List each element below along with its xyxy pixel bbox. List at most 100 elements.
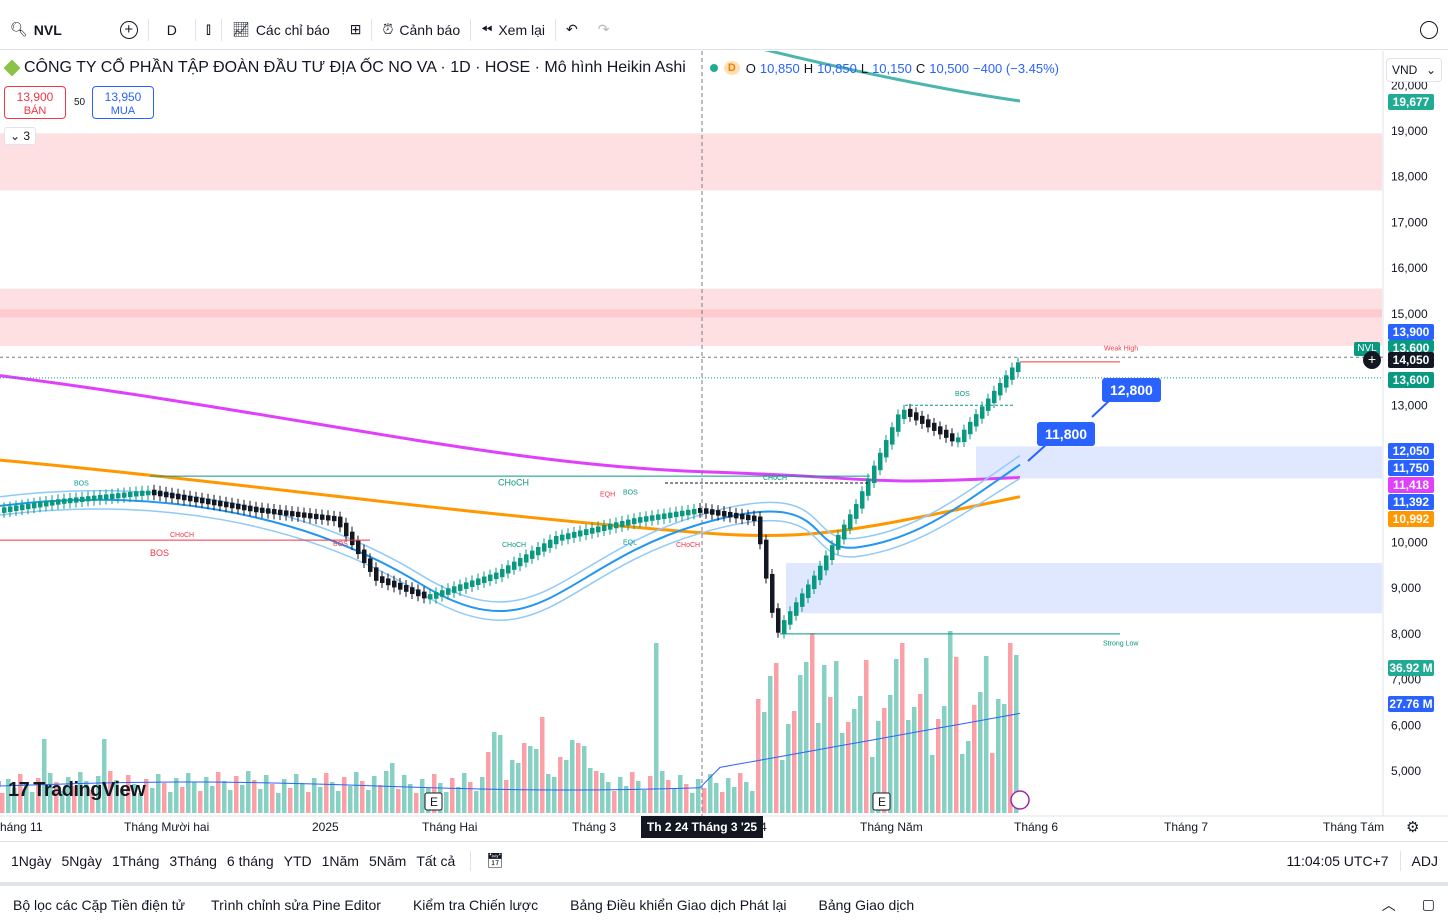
candle-body — [92, 495, 97, 501]
alert-label: Cảnh báo — [399, 21, 461, 38]
volume-bar — [534, 749, 539, 813]
bottom-panel-bar: Bộ lọc các Cặp Tiền điện tử Trình chỉnh … — [0, 882, 1448, 923]
range-1y[interactable]: 1Năm — [321, 852, 359, 869]
volume-bar — [360, 781, 365, 813]
adj-toggle[interactable]: ADJ — [1411, 852, 1438, 869]
candle-body — [8, 506, 13, 512]
tab-pine-editor[interactable]: Trình chỉnh sửa Pine Editor — [211, 896, 381, 913]
candle-body — [602, 525, 607, 531]
range-ytd[interactable]: YTD — [283, 852, 312, 869]
candle-body — [470, 580, 475, 587]
candle-body — [32, 502, 37, 509]
candle-body — [518, 557, 523, 567]
interval-badge: D — [723, 61, 740, 75]
volume-bar — [378, 785, 383, 813]
volume-bar — [66, 777, 71, 813]
volume-label: 36.92 M — [1388, 660, 1434, 676]
chevron-up-icon[interactable]: ︿ — [1381, 896, 1396, 913]
candle-body — [674, 511, 679, 518]
candle-body — [1010, 367, 1015, 380]
price-label-green: 13,600 — [1388, 340, 1434, 352]
volume-bar — [696, 779, 701, 813]
settings-gear-icon[interactable]: ⚙ — [1406, 819, 1420, 836]
range-all[interactable]: Tất cả — [416, 852, 456, 869]
candle-body — [104, 494, 109, 500]
candle-body — [764, 539, 769, 579]
tab-strategy-tester[interactable]: Kiểm tra Chiến lược — [412, 896, 539, 913]
volume-bar — [726, 778, 731, 813]
tab-trading-panel[interactable]: Bảng Giao dịch — [818, 896, 915, 913]
candle-body — [56, 499, 61, 505]
candle-body — [572, 531, 577, 538]
add-alert-icon[interactable]: + — [1363, 351, 1381, 369]
fullscreen-button[interactable] — [1410, 10, 1448, 50]
undo-button[interactable]: ↶ — [556, 10, 588, 50]
volume-bar — [624, 786, 629, 813]
volume-bar — [216, 772, 221, 813]
interval-button[interactable]: D — [149, 10, 195, 50]
candle-body — [866, 478, 871, 496]
candle-body — [746, 514, 751, 521]
candle-body — [584, 529, 589, 536]
tab-replay-trading[interactable]: Bảng Điều khiển Giao dịch Phát lại — [570, 896, 787, 913]
symbol-search[interactable]: 🔍︎ NVL — [0, 10, 72, 50]
sell-button[interactable]: 13,900 BÁN — [4, 86, 66, 119]
range-1d[interactable]: 1Ngày — [11, 852, 52, 869]
alert-button[interactable]: ⏰︎ Cảnh báo — [372, 10, 470, 50]
candle-body — [998, 383, 1003, 396]
candle-body — [662, 513, 667, 519]
redo-button[interactable]: ↷ — [588, 10, 620, 50]
structure-label: CHoCH — [170, 532, 194, 539]
volume-bar — [348, 786, 353, 813]
range-3m[interactable]: 3Tháng — [169, 852, 217, 869]
volume-bar — [828, 697, 833, 813]
candle-body — [632, 518, 637, 525]
indicators-button[interactable]: 📈︎ Các chỉ báo — [222, 10, 340, 50]
range-5y[interactable]: 5Năm — [368, 852, 407, 869]
volume-bar — [876, 721, 881, 813]
band-mid-line — [0, 463, 1021, 612]
tab-crypto-screener[interactable]: Bộ lọc các Cặp Tiền điện tử — [13, 896, 186, 913]
volume-bar — [150, 788, 155, 813]
range-6m[interactable]: 6 tháng — [226, 852, 274, 869]
candle-body — [992, 390, 997, 404]
candle-body — [140, 490, 145, 496]
candle-body — [488, 574, 493, 582]
volume-bar — [738, 773, 743, 813]
compare-button[interactable]: + — [110, 10, 148, 50]
chart-type-button[interactable]: ⫾ — [196, 10, 221, 50]
price-label-close: 13,600 — [1388, 372, 1434, 388]
range-5d[interactable]: 5Ngày — [61, 852, 102, 869]
time-tick: háng 11 — [0, 820, 43, 834]
currency-select[interactable]: VND ⌄ — [1386, 58, 1442, 82]
range-bar: 1Ngày 5Ngày 1Tháng 3Tháng 6 tháng YTD 1N… — [0, 841, 1448, 879]
clock-time[interactable]: 11:04:05 UTC+7 — [1286, 852, 1389, 869]
candle-body — [200, 497, 205, 504]
buy-button[interactable]: 13,950 MUA — [92, 86, 154, 119]
candle-body — [854, 504, 859, 519]
volume-bar — [942, 706, 947, 813]
maximize-icon[interactable]: ▢ — [1421, 896, 1435, 912]
candle-body — [146, 490, 151, 496]
range-1m[interactable]: 1Tháng — [111, 852, 160, 869]
indicators-collapse-button[interactable]: ⌄ 3 — [4, 127, 37, 145]
volume-bar — [858, 696, 863, 813]
candle-body — [1004, 375, 1009, 388]
candle-body — [446, 588, 451, 595]
price-label-band-mid: 11,750 — [1388, 460, 1434, 476]
volume-bar — [276, 793, 281, 813]
volume-bar — [900, 643, 905, 813]
candle-body — [944, 429, 949, 438]
price-chart[interactable]: BOS CHoCH CHoCH CHoCH CHoCH CHoCH BOS BOS BOS BOS… — [0, 51, 1448, 841]
earnings-marker — [424, 792, 443, 811]
replay-button[interactable]: ⏪︎ Xem lại — [471, 10, 555, 50]
candle-body — [536, 547, 541, 556]
candle-body — [740, 513, 745, 520]
volume-bar — [282, 779, 287, 813]
candle-body — [80, 496, 85, 502]
calendar-icon[interactable]: 📅︎ — [486, 852, 505, 868]
layouts-button[interactable]: ⊞ — [340, 10, 372, 50]
volume-bar — [702, 788, 707, 813]
candle-body — [752, 515, 757, 522]
chart-canvas[interactable]: BOS CHoCH CHoCH CHoCH CHoCH CHoCH BOS BOS BOS BOS… — [0, 51, 1448, 841]
